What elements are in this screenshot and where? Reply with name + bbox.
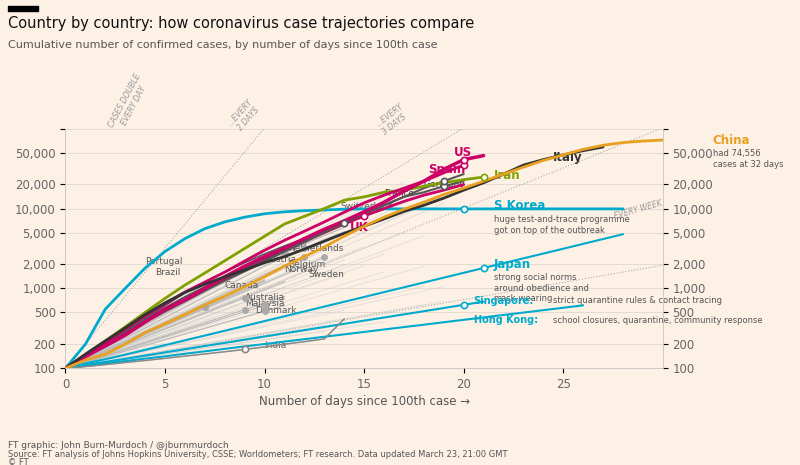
Text: Hong Kong:: Hong Kong:	[474, 315, 538, 325]
Text: Australia: Australia	[245, 292, 285, 301]
Text: had 74,556
cases at 32 days: had 74,556 cases at 32 days	[713, 149, 783, 169]
Text: US: US	[454, 146, 472, 159]
Text: Sweden: Sweden	[308, 270, 344, 279]
X-axis label: Number of days since 100th case →: Number of days since 100th case →	[258, 395, 470, 408]
Text: Brazil: Brazil	[155, 267, 181, 277]
Text: Norway: Norway	[285, 266, 318, 274]
Text: EVERY WEEK: EVERY WEEK	[613, 199, 663, 221]
Text: China: China	[713, 133, 750, 146]
Text: ...EVERY
2 DAYS: ...EVERY 2 DAYS	[226, 98, 262, 134]
Text: Netherlands: Netherlands	[289, 244, 344, 252]
Text: Italy: Italy	[554, 152, 583, 165]
Text: strict quarantine rules & contact tracing: strict quarantine rules & contact tracin…	[554, 296, 722, 305]
Text: © FT: © FT	[8, 458, 29, 465]
Text: Germany: Germany	[424, 180, 466, 189]
Text: Japan: Japan	[494, 258, 530, 271]
Text: CASES DOUBLE
EVERY DAY: CASES DOUBLE EVERY DAY	[106, 73, 152, 134]
Text: Iran: Iran	[494, 169, 520, 182]
Text: Canada: Canada	[225, 280, 259, 290]
Text: strong social norms
around obedience and
mask-wearing: strong social norms around obedience and…	[494, 273, 589, 303]
Text: Spain: Spain	[428, 163, 465, 176]
Text: S Korea: S Korea	[494, 199, 545, 212]
Text: Source: FT analysis of Johns Hopkins University, CSSE; Worldometers; FT research: Source: FT analysis of Johns Hopkins Uni…	[8, 450, 507, 458]
Text: FT graphic: John Burn-Murdoch / @jburnmurdoch: FT graphic: John Burn-Murdoch / @jburnmu…	[8, 441, 229, 450]
Text: Denmark: Denmark	[254, 306, 296, 315]
Text: Austria: Austria	[265, 255, 297, 264]
Text: Cumulative number of confirmed cases, by number of days since 100th case: Cumulative number of confirmed cases, by…	[8, 40, 438, 50]
Text: Belgium: Belgium	[289, 260, 326, 269]
Text: UK: UK	[350, 221, 369, 234]
Text: school closures, quarantine, community response: school closures, quarantine, community r…	[554, 316, 763, 325]
Text: Country by country: how coronavirus case trajectories compare: Country by country: how coronavirus case…	[8, 16, 474, 31]
Text: France: France	[384, 189, 414, 198]
Text: Portugal: Portugal	[145, 257, 182, 266]
Text: Singapore:: Singapore:	[474, 296, 534, 306]
Text: ...EVERY
3 DAYS: ...EVERY 3 DAYS	[374, 101, 411, 136]
Text: huge test-and-trace programme
got on top of the outbreak: huge test-and-trace programme got on top…	[494, 215, 630, 235]
Text: Switzerland: Switzerland	[340, 202, 394, 211]
Text: India: India	[265, 341, 287, 351]
Text: Malaysia: Malaysia	[245, 299, 284, 308]
